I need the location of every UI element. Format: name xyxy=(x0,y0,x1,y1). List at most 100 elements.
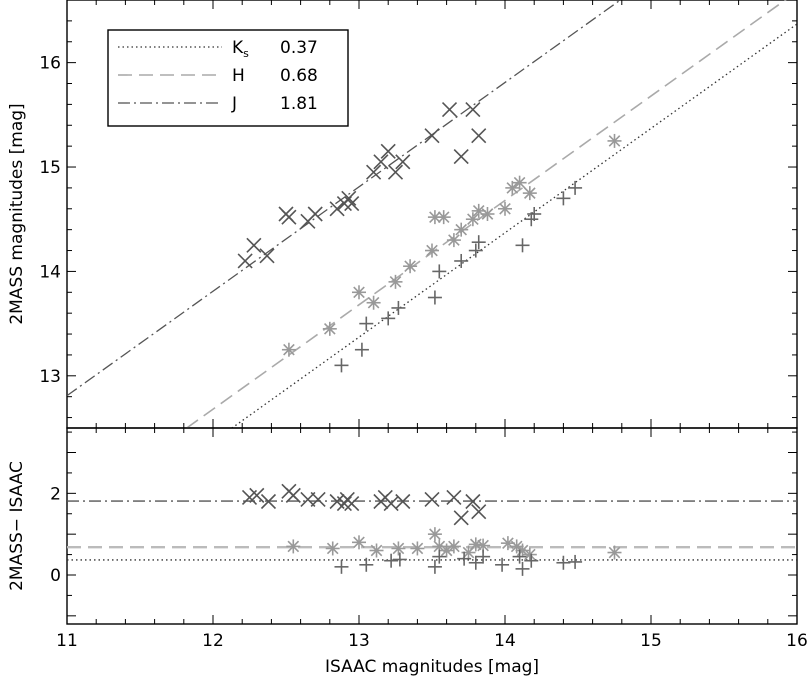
data-point-h xyxy=(403,259,418,274)
data-point-h xyxy=(369,543,384,558)
data-point-j xyxy=(424,128,440,144)
data-point-ks xyxy=(495,557,510,572)
legend-box xyxy=(107,29,349,127)
data-point-j xyxy=(446,489,462,505)
data-point-ks xyxy=(427,559,442,574)
x-tick-label: 15 xyxy=(640,631,662,651)
data-point-j xyxy=(441,102,458,118)
x-tick-label: 11 xyxy=(56,631,78,651)
data-point-j xyxy=(246,237,262,253)
data-point-ks xyxy=(384,553,399,568)
data-point-h xyxy=(505,180,520,195)
y-tick-label: 0 xyxy=(50,566,61,586)
data-point-h xyxy=(427,527,442,542)
data-point-j xyxy=(329,201,345,217)
data-point-ks xyxy=(476,549,491,564)
data-point-h xyxy=(352,535,366,550)
legend-value: 0.68 xyxy=(280,66,318,86)
legend-value: 0.37 xyxy=(280,38,318,58)
data-point-j xyxy=(424,491,440,508)
data-point-h xyxy=(446,233,461,248)
data-point-h xyxy=(500,536,515,551)
plot-area xyxy=(67,483,797,576)
data-point-h xyxy=(512,175,527,190)
data-point-ks xyxy=(454,253,469,268)
data-point-ks xyxy=(568,554,583,569)
data-point-ks xyxy=(568,180,583,195)
data-point-h xyxy=(322,321,337,336)
data-point-j xyxy=(341,190,357,206)
data-point-ks xyxy=(359,316,374,331)
data-point-h xyxy=(454,222,469,237)
data-point-ks xyxy=(468,555,483,570)
data-point-ks xyxy=(512,549,527,564)
data-point-h xyxy=(522,186,537,201)
data-point-j xyxy=(281,209,297,225)
data-point-h xyxy=(391,541,406,556)
data-point-ks xyxy=(334,559,349,574)
data-point-j xyxy=(465,102,481,118)
plot-frame xyxy=(66,427,798,625)
data-point-ks xyxy=(427,290,442,305)
data-point-j xyxy=(249,487,265,503)
data-point-ks xyxy=(391,300,406,315)
data-point-h xyxy=(425,243,439,258)
data-point-j xyxy=(395,154,411,170)
y-axis-label-top: 2MASS magnitudes [mag] xyxy=(7,103,27,324)
legend-value: 1.81 xyxy=(280,94,318,114)
legend-label: J xyxy=(231,94,237,114)
y-tick-label: 13 xyxy=(39,367,61,387)
data-point-ks xyxy=(556,555,571,570)
y-tick-label: 16 xyxy=(39,54,61,74)
data-point-ks xyxy=(556,191,571,206)
data-point-h xyxy=(410,541,425,556)
data-point-j xyxy=(344,195,360,212)
x-tick-label: 16 xyxy=(786,631,808,651)
data-point-j xyxy=(260,493,277,510)
data-point-j xyxy=(465,493,481,510)
x-tick-label: 13 xyxy=(348,631,370,651)
data-point-h xyxy=(281,342,296,357)
data-point-ks xyxy=(354,342,369,357)
data-point-ks xyxy=(392,552,407,567)
x-tick-label: 14 xyxy=(494,631,516,651)
y-axis-label-bottom: 2MASS− ISAAC xyxy=(7,461,27,591)
bottom-panel: 11 12 13 14 15 16 0 2 xyxy=(50,427,808,651)
data-point-h xyxy=(515,543,530,558)
data-point-j xyxy=(336,495,352,512)
data-point-h xyxy=(522,547,537,562)
y-tick-label: 15 xyxy=(39,158,61,178)
y-tick-label: 14 xyxy=(39,262,61,282)
data-point-h xyxy=(465,212,480,227)
data-point-ks xyxy=(359,557,374,572)
data-point-ks xyxy=(457,551,472,566)
x-axis-label: ISAAC magnitudes [mag] xyxy=(325,657,539,677)
y-tick-label: 2 xyxy=(50,484,61,504)
data-point-j xyxy=(373,154,389,170)
data-point-h xyxy=(352,285,366,300)
data-point-j xyxy=(471,504,487,520)
data-point-h xyxy=(325,541,340,556)
data-point-ks xyxy=(432,549,447,564)
data-point-h xyxy=(439,543,454,558)
fit-line-ks xyxy=(230,23,797,428)
data-point-h xyxy=(468,537,483,552)
data-point-ks xyxy=(468,243,483,258)
data-point-h xyxy=(498,201,512,216)
x-tick-label: 12 xyxy=(202,631,224,651)
data-point-j xyxy=(453,510,469,526)
data-point-h xyxy=(480,207,495,221)
data-point-ks xyxy=(515,561,530,576)
data-point-ks xyxy=(432,264,447,279)
data-point-j xyxy=(471,128,487,144)
data-point-h xyxy=(461,545,476,560)
data-point-j xyxy=(380,143,396,159)
data-point-j xyxy=(366,164,382,180)
data-point-h xyxy=(436,210,451,225)
data-point-j xyxy=(259,248,275,264)
data-point-j xyxy=(453,149,469,165)
data-point-j xyxy=(387,164,404,180)
data-point-ks xyxy=(527,207,542,221)
